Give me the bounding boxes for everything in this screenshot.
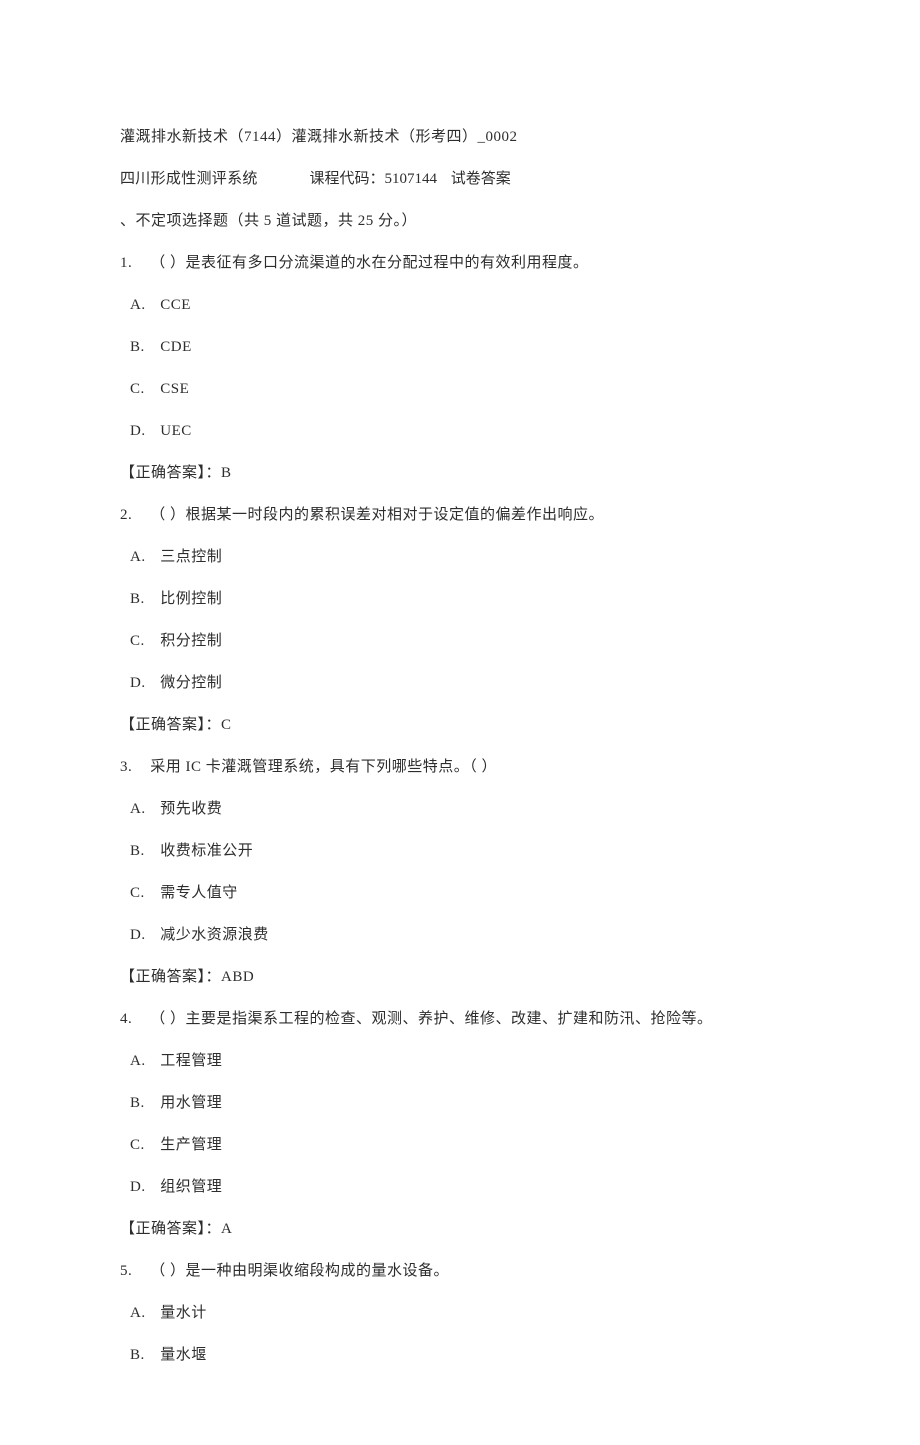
question-block: 5. （ ）是一种由明渠收缩段构成的量水设备。 A. 量水计 B. 量水堰	[120, 1259, 800, 1367]
course-code: 课程代码：5107144	[309, 167, 437, 191]
option-row: A. 预先收费	[120, 797, 800, 821]
option-text: 减少水资源浪费	[160, 927, 269, 943]
answer-line: 【正确答案】：ABD	[120, 965, 800, 989]
option-row: B. 比例控制	[120, 587, 800, 611]
question-number: 1.	[120, 251, 146, 275]
option-letter: C.	[130, 629, 156, 653]
option-text: UEC	[160, 423, 192, 439]
option-row: D. 组织管理	[120, 1175, 800, 1199]
question-number: 4.	[120, 1007, 146, 1031]
answer-label: 【正确答案】：	[120, 465, 221, 481]
answer-line: 【正确答案】：B	[120, 461, 800, 485]
answer-label: 【正确答案】：	[120, 1221, 221, 1237]
question-text: （ ）根据某一时段内的累积误差对相对于设定值的偏差作出响应。	[150, 507, 604, 523]
answer-value: A	[221, 1221, 232, 1237]
section-title: 、不定项选择题（共 5 道试题，共 25 分。）	[120, 209, 800, 233]
option-letter: B.	[130, 335, 156, 359]
answer-line: 【正确答案】：A	[120, 1217, 800, 1241]
question-stem: 2. （ ）根据某一时段内的累积误差对相对于设定值的偏差作出响应。	[120, 503, 800, 527]
question-block: 4. （ ）主要是指渠系工程的检查、观测、养护、维修、改建、扩建和防汛、抢险等。…	[120, 1007, 800, 1241]
option-row: C. 积分控制	[120, 629, 800, 653]
question-stem: 5. （ ）是一种由明渠收缩段构成的量水设备。	[120, 1259, 800, 1283]
option-row: C. 需专人值守	[120, 881, 800, 905]
option-text: 量水计	[160, 1305, 207, 1321]
question-text: （ ）是一种由明渠收缩段构成的量水设备。	[150, 1263, 449, 1279]
question-stem: 3. 采用 IC 卡灌溉管理系统，具有下列哪些特点。（ ）	[120, 755, 800, 779]
option-letter: C.	[130, 881, 156, 905]
option-text: 工程管理	[160, 1053, 222, 1069]
option-text: CCE	[160, 297, 191, 313]
option-row: A. CCE	[120, 293, 800, 317]
question-number: 2.	[120, 503, 146, 527]
option-row: A. 工程管理	[120, 1049, 800, 1073]
option-text: 生产管理	[160, 1137, 222, 1153]
meta-line: 四川形成性测评系统 课程代码：5107144 试卷答案	[120, 167, 800, 191]
option-letter: A.	[130, 797, 156, 821]
option-letter: D.	[130, 1175, 156, 1199]
option-letter: B.	[130, 587, 156, 611]
question-stem: 1. （ ）是表征有多口分流渠道的水在分配过程中的有效利用程度。	[120, 251, 800, 275]
option-row: D. 微分控制	[120, 671, 800, 695]
answer-label: 【正确答案】：	[120, 969, 221, 985]
question-text: （ ）是表征有多口分流渠道的水在分配过程中的有效利用程度。	[150, 255, 588, 271]
answer-value: C	[221, 717, 232, 733]
option-row: C. 生产管理	[120, 1133, 800, 1157]
answer-line: 【正确答案】：C	[120, 713, 800, 737]
question-stem: 4. （ ）主要是指渠系工程的检查、观测、养护、维修、改建、扩建和防汛、抢险等。	[120, 1007, 800, 1031]
option-text: 用水管理	[160, 1095, 222, 1111]
option-text: 微分控制	[160, 675, 222, 691]
option-letter: B.	[130, 839, 156, 863]
question-number: 3.	[120, 755, 146, 779]
question-block: 2. （ ）根据某一时段内的累积误差对相对于设定值的偏差作出响应。 A. 三点控…	[120, 503, 800, 737]
option-text: CDE	[160, 339, 192, 355]
option-letter: A.	[130, 1301, 156, 1325]
exam-label: 试卷答案	[451, 167, 511, 191]
option-letter: D.	[130, 419, 156, 443]
option-text: 预先收费	[160, 801, 222, 817]
answer-value: B	[221, 465, 232, 481]
option-row: D. UEC	[120, 419, 800, 443]
option-letter: B.	[130, 1091, 156, 1115]
option-text: 组织管理	[160, 1179, 222, 1195]
question-text: 采用 IC 卡灌溉管理系统，具有下列哪些特点。（ ）	[150, 759, 497, 775]
option-letter: B.	[130, 1343, 156, 1367]
option-row: B. CDE	[120, 335, 800, 359]
answer-label: 【正确答案】：	[120, 717, 221, 733]
option-text: 比例控制	[160, 591, 222, 607]
option-letter: D.	[130, 671, 156, 695]
option-row: B. 收费标准公开	[120, 839, 800, 863]
option-letter: D.	[130, 923, 156, 947]
option-text: 量水堰	[160, 1347, 207, 1363]
option-letter: A.	[130, 293, 156, 317]
option-letter: A.	[130, 545, 156, 569]
option-letter: C.	[130, 1133, 156, 1157]
system-name: 四川形成性测评系统	[120, 167, 258, 191]
question-number: 5.	[120, 1259, 146, 1283]
option-row: C. CSE	[120, 377, 800, 401]
option-letter: C.	[130, 377, 156, 401]
option-row: B. 用水管理	[120, 1091, 800, 1115]
option-row: B. 量水堰	[120, 1343, 800, 1367]
question-text: （ ）主要是指渠系工程的检查、观测、养护、维修、改建、扩建和防汛、抢险等。	[150, 1011, 712, 1027]
option-letter: A.	[130, 1049, 156, 1073]
option-text: 三点控制	[160, 549, 222, 565]
option-text: CSE	[160, 381, 189, 397]
question-block: 1. （ ）是表征有多口分流渠道的水在分配过程中的有效利用程度。 A. CCE …	[120, 251, 800, 485]
option-row: A. 量水计	[120, 1301, 800, 1325]
document-title: 灌溉排水新技术（7144）灌溉排水新技术（形考四）_0002	[120, 125, 800, 149]
question-block: 3. 采用 IC 卡灌溉管理系统，具有下列哪些特点。（ ） A. 预先收费 B.…	[120, 755, 800, 989]
option-text: 积分控制	[160, 633, 222, 649]
option-row: D. 减少水资源浪费	[120, 923, 800, 947]
option-text: 收费标准公开	[160, 843, 253, 859]
option-row: A. 三点控制	[120, 545, 800, 569]
answer-value: ABD	[221, 969, 254, 985]
option-text: 需专人值守	[160, 885, 238, 901]
